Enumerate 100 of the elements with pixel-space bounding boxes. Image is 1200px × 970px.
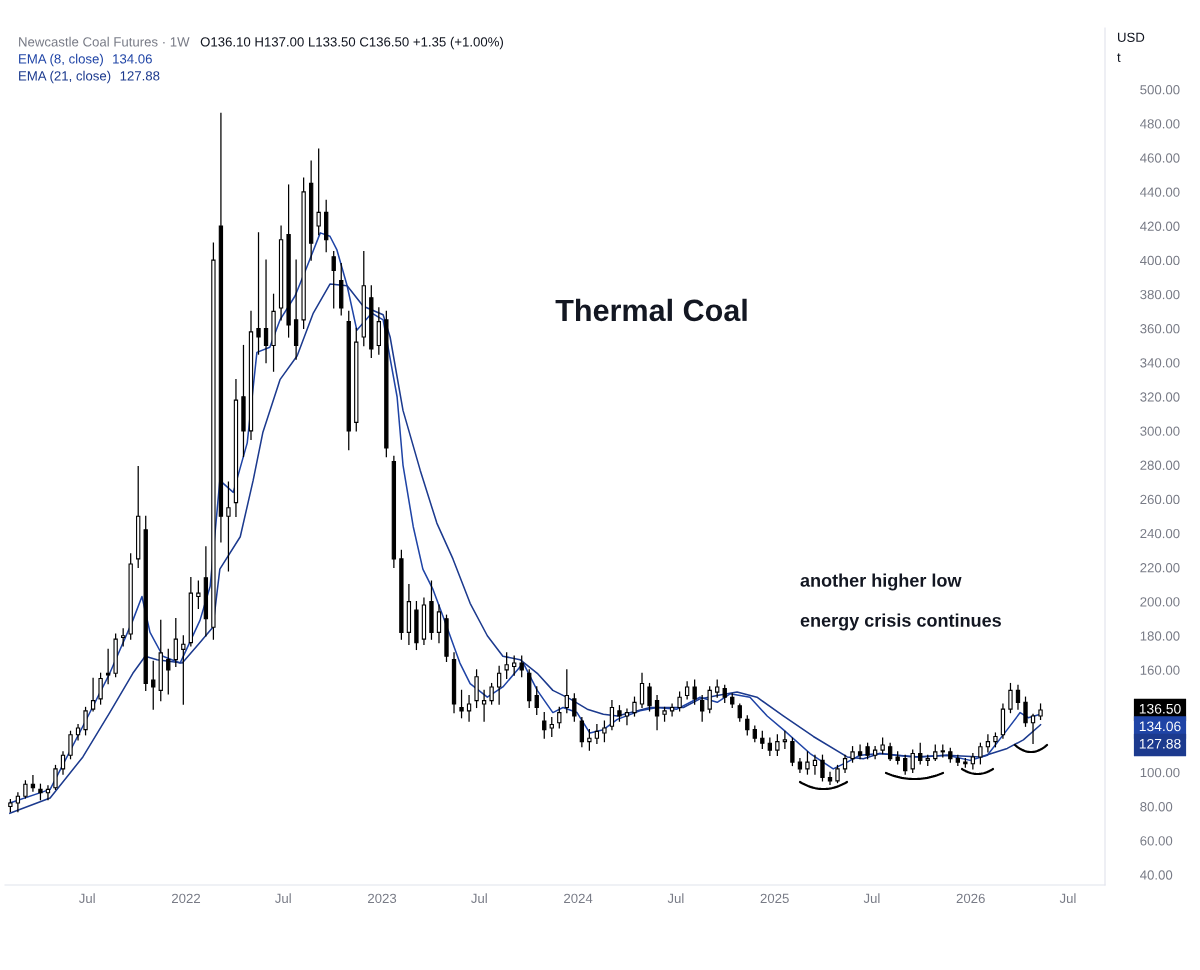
- candlestick: [263, 259, 269, 364]
- candlestick: [549, 717, 554, 738]
- candlestick: [75, 723, 81, 741]
- x-tick-label: 2026: [956, 893, 985, 904]
- candlestick: [496, 665, 502, 705]
- y-tick-label: 40.00: [1140, 870, 1173, 880]
- annotation: energy crisis continues: [800, 613, 1001, 631]
- candlestick: [827, 771, 833, 785]
- y-tick-label: 80.00: [1140, 802, 1173, 812]
- candlestick: [1030, 713, 1036, 744]
- y-tick-label: 360.00: [1140, 324, 1180, 334]
- candlestick: [579, 717, 585, 748]
- y-tick-label: 420.00: [1140, 221, 1180, 231]
- candlestick: [790, 737, 795, 767]
- candlestick: [256, 232, 261, 355]
- candlestick: [331, 251, 336, 309]
- candlestick: [534, 686, 539, 715]
- candlestick: [489, 682, 494, 705]
- candlestick: [782, 730, 788, 750]
- candlestick: [572, 693, 577, 722]
- candlestick: [692, 679, 697, 705]
- candlestick: [226, 481, 231, 572]
- text: Newcastle Coal Futures · 1W: [19, 36, 190, 47]
- candlestick: [602, 720, 607, 743]
- candlestick: [504, 652, 509, 680]
- candlestick: [542, 711, 547, 739]
- y-tick-label: 460.00: [1140, 153, 1180, 163]
- candlestick: [1015, 684, 1021, 710]
- candlestick: [53, 764, 58, 791]
- candlestick: [557, 706, 562, 729]
- candlestick: [83, 706, 88, 736]
- candlestick: [624, 708, 630, 726]
- candlestick: [609, 700, 615, 731]
- candlestick: [669, 703, 675, 717]
- candlestick: [820, 754, 825, 782]
- x-tick-label: 2022: [172, 893, 201, 904]
- y-tick-label: 320.00: [1140, 392, 1180, 402]
- candlestick: [105, 648, 111, 685]
- y-tick-label: 60.00: [1140, 836, 1173, 846]
- text: EMA (8, close): [19, 53, 103, 67]
- candlestick: [564, 669, 569, 714]
- annotation: another higher low: [800, 573, 962, 591]
- text: 136.50: [1139, 703, 1181, 714]
- candlestick: [1008, 682, 1013, 714]
- y-tick-label: 340.00: [1140, 358, 1180, 368]
- candlestick: [316, 148, 321, 236]
- candlestick: [481, 689, 487, 722]
- x-tick-label: 2025: [760, 893, 789, 904]
- y-tick-label: 160.00: [1140, 665, 1180, 675]
- x-tick-label: Jul: [863, 893, 880, 904]
- x-tick-label: Jul: [471, 893, 487, 904]
- candlestick: [519, 655, 524, 678]
- y-tick-label: 260.00: [1140, 494, 1180, 505]
- x-tick-label: 2024: [564, 893, 593, 904]
- x-tick-label: Jul: [78, 893, 95, 904]
- candlestick: [376, 307, 381, 355]
- y-tick-label: 400.00: [1140, 255, 1180, 266]
- candlestick: [632, 696, 637, 717]
- y-tick-label: 200.00: [1140, 597, 1180, 607]
- candlestick: [587, 729, 592, 751]
- candlestick: [68, 730, 73, 760]
- candlestick: [903, 754, 908, 775]
- candlestick: [910, 749, 915, 773]
- candlestick: [459, 689, 464, 719]
- candlestick: [1023, 696, 1028, 727]
- candlestick: [654, 694, 660, 731]
- annotation: 134.06: [113, 54, 152, 64]
- annotation: Thermal Coal: [555, 298, 747, 322]
- candlestick: [466, 694, 472, 722]
- y-tick-label: 500.00: [1140, 85, 1180, 95]
- y-tick-label: 180.00: [1140, 631, 1180, 641]
- y-axis-title: USD t: [1117, 32, 1145, 62]
- candlestick: [436, 604, 442, 644]
- text: EMA (21, close): [19, 70, 111, 84]
- y-tick-label: 240.00: [1140, 528, 1180, 539]
- candlestick: [512, 655, 517, 676]
- y-tick-label: 300.00: [1140, 426, 1180, 436]
- candlestick: [181, 635, 186, 705]
- candlestick: [166, 648, 171, 695]
- y-tick-label: 220.00: [1140, 563, 1180, 573]
- candlestick: [700, 694, 705, 722]
- x-tick-label: Jul: [667, 893, 684, 904]
- candlestick: [970, 752, 976, 770]
- candlestick: [707, 686, 712, 714]
- y-tick-label: 380.00: [1140, 289, 1180, 300]
- candlestick: [745, 715, 750, 736]
- y-tick-label: 280.00: [1140, 460, 1180, 470]
- candlestick: [775, 734, 780, 756]
- y-tick-label: 480.00: [1140, 119, 1180, 129]
- text: O136.10 H137.00 L133.50 C136.50 +1.35 (+1.00%): [200, 36, 504, 50]
- candlestick: [474, 669, 479, 709]
- candlestick: [639, 672, 645, 709]
- candlestick: [594, 723, 600, 744]
- candlestick: [98, 672, 103, 705]
- candlestick: [985, 734, 991, 753]
- candlestick: [15, 792, 21, 813]
- candlestick: [173, 618, 178, 668]
- candlestick: [978, 742, 983, 765]
- y-tick-label: 440.00: [1140, 187, 1180, 197]
- candlestick: [805, 751, 810, 775]
